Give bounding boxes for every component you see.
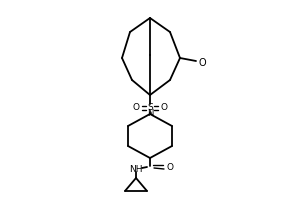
Text: O: O <box>167 162 173 171</box>
Text: N: N <box>147 108 153 117</box>
Text: O: O <box>133 104 140 112</box>
Text: O: O <box>160 104 167 112</box>
Text: NH: NH <box>129 164 143 173</box>
Text: S: S <box>147 104 153 112</box>
Text: O: O <box>198 58 206 68</box>
